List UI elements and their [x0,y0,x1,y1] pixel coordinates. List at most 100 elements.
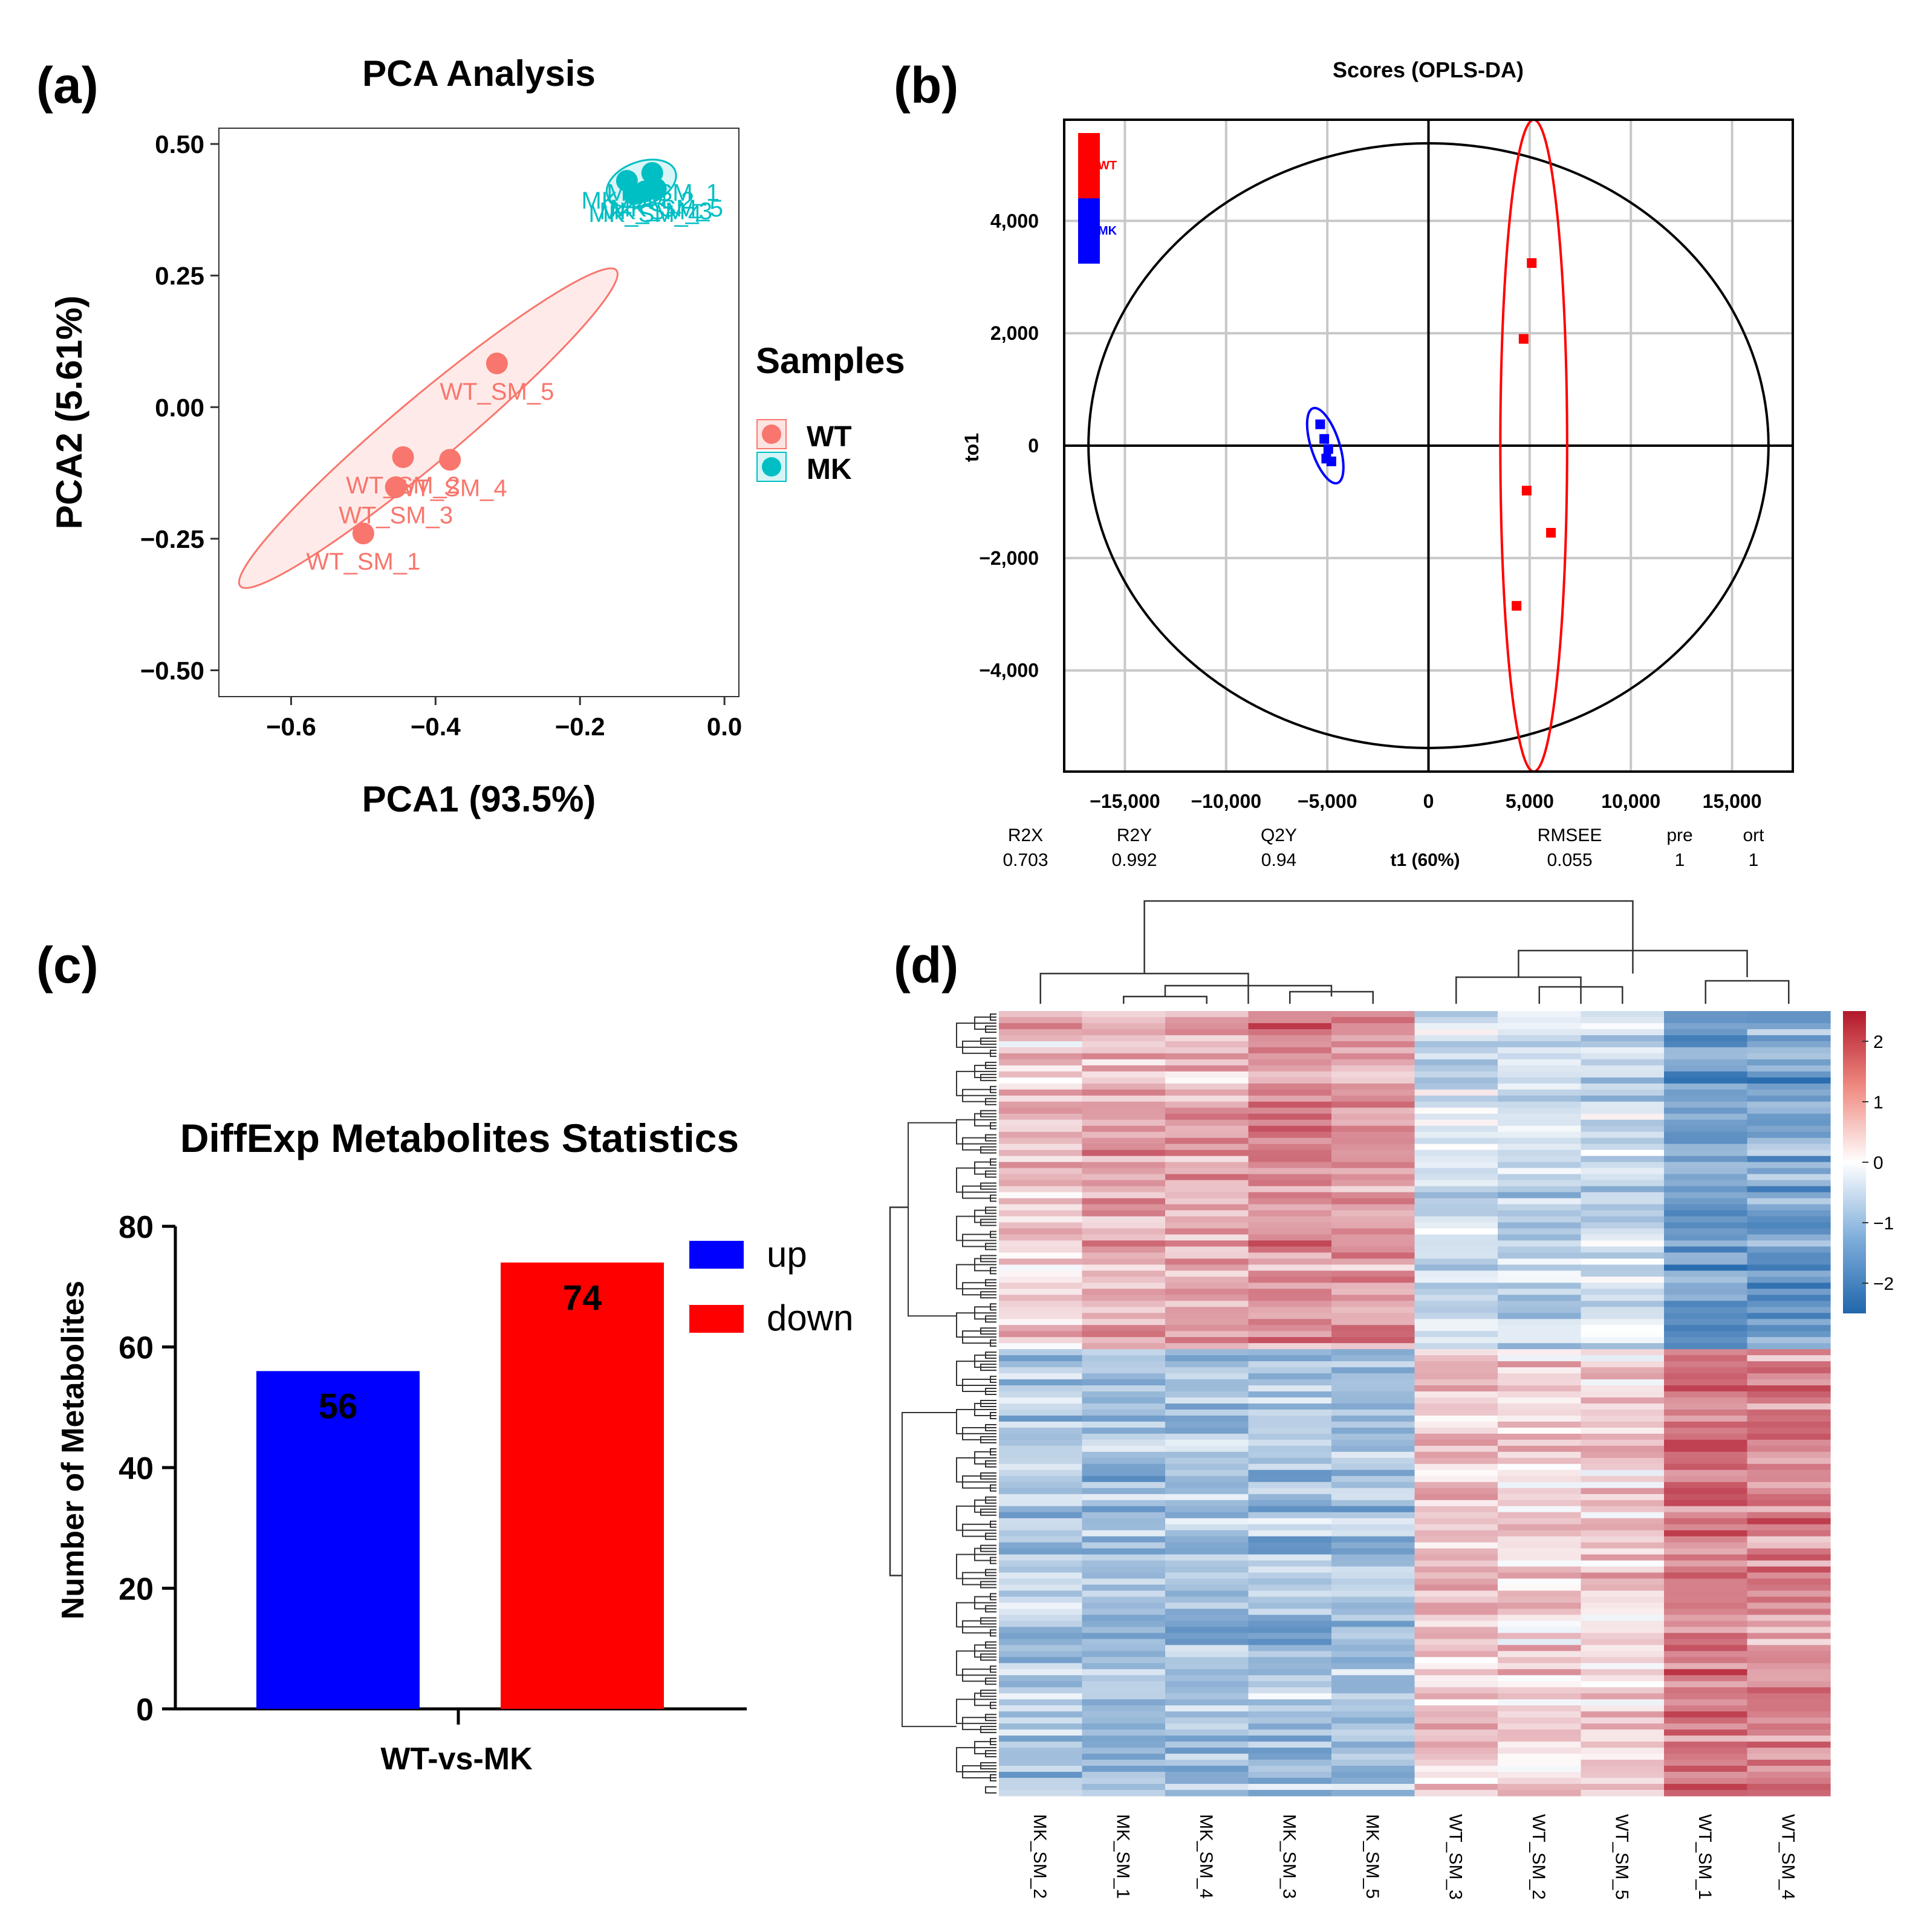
heatmap-cell [999,1361,1083,1368]
heatmap-cell [1165,1530,1249,1537]
heatmap-cell [1414,1790,1498,1797]
heatmap-cell [1165,1180,1249,1187]
heatmap-cell [1082,1457,1166,1465]
heatmap-cell [1248,1071,1332,1078]
heatmap-cell [1082,1687,1166,1694]
heatmap-column-label: WT_SM_2 [1529,1814,1549,1900]
heatmap-cell [1414,1228,1498,1235]
heatmap-cell [1581,1228,1665,1235]
heatmap-cell [999,1174,1083,1181]
heatmap-cell [1082,1415,1166,1422]
heatmap-cell [1581,1204,1665,1211]
heatmap-cell [1331,1536,1415,1543]
heatmap-cell [1331,1095,1415,1102]
heatmap-cell [1248,1711,1332,1718]
heatmap-cell [1248,1349,1332,1356]
heatmap-cell [1581,1748,1665,1754]
heatmap-cell [1747,1415,1831,1422]
heatmap-cell [1082,1156,1166,1163]
heatmap-cell [1664,1415,1748,1422]
stat-label-rmsee: RMSEE [1538,825,1602,845]
heatmap-cell [999,1590,1083,1598]
heatmap-cell [1331,1754,1415,1760]
heatmap-cell [1331,1663,1415,1670]
heatmap-cell [1082,1101,1166,1108]
heatmap-cell [1331,1053,1415,1060]
heatmap-cell [1082,1234,1166,1241]
pca-point-label: WT_SM_2 [346,472,460,499]
heatmap-cell [1498,1150,1582,1157]
heatmap-cell [1581,1174,1665,1181]
heatmap-cell [1664,1053,1748,1060]
heatmap-cell [1414,1560,1498,1567]
heatmap-cell [1664,1554,1748,1561]
heatmap-cell [1414,1391,1498,1398]
heatmap-cell [1664,1289,1748,1295]
heatmap-cell [1414,1590,1498,1598]
heatmap-cell [1664,1506,1748,1513]
heatmap-cell [1082,1264,1166,1271]
heatmap-cell [1082,1011,1166,1018]
heatmap-cell [1581,1729,1665,1736]
heatmap-cell [1165,1373,1249,1380]
heatmap-cell [1331,1518,1415,1525]
heatmap-cell [1082,1246,1166,1253]
heatmap-cell [1747,1349,1831,1356]
heatmap-cell [1414,1053,1498,1060]
panel-label-d: (d) [894,937,958,994]
heatmap-cell [1248,1216,1332,1223]
heatmap-cell [1165,1754,1249,1760]
heatmap-cell [1498,1095,1582,1102]
heatmap-cell [1082,1107,1166,1114]
heatmap-cell [1248,1204,1332,1211]
heatmap-cell [1082,1433,1166,1440]
heatmap-column-label: MK_SM_5 [1362,1814,1382,1899]
heatmap-cell [1664,1011,1748,1018]
heatmap-cell [1664,1071,1748,1078]
heatmap-cell [1498,1119,1582,1127]
heatmap-cell [1414,1174,1498,1181]
heatmap-cell [1498,1264,1582,1271]
heatmap-cell [1414,1754,1498,1760]
heatmap-cell [1082,1742,1166,1748]
heatmap-cell [1165,1277,1249,1283]
heatmap-cell [999,1560,1083,1567]
heatmap-cell [1248,1560,1332,1567]
heatmap-cell [1248,1451,1332,1459]
heatmap-color-scale [1843,1011,1866,1313]
heatmap-cell [999,1373,1083,1380]
heatmap-cell [1165,1512,1249,1519]
heatmap-cell [1581,1367,1665,1374]
heatmap-cell [1331,1029,1415,1036]
heatmap-cell [1498,1301,1582,1307]
heatmap-cell [1498,1457,1582,1465]
heatmap-cell [1414,1469,1498,1477]
heatmap-cell [1414,1065,1498,1072]
stat-label-q2y: Q2Y [1261,825,1297,845]
heatmap-cell [1248,1113,1332,1120]
heatmap-cell [1331,1397,1415,1404]
row-dendrogram-branch [956,1699,996,1725]
heatmap-cell [1331,1337,1415,1344]
heatmap-cell [1331,1717,1415,1724]
heatmap-cell [1165,1192,1249,1199]
pca-legend-item-mk: MK [756,452,852,486]
heatmap-cell [1581,1693,1665,1700]
oplsda-point [1512,600,1522,611]
heatmap-cell [1414,1463,1498,1471]
heatmap-cell [1747,1542,1831,1549]
heatmap-cell [1581,1101,1665,1108]
heatmap-cell [1664,1675,1748,1682]
heatmap-cell [1082,1723,1166,1730]
heatmap-cell [1498,1035,1582,1042]
heatmap-cell [1664,1035,1748,1042]
heatmap-cell [1414,1475,1498,1483]
heatmap-cell [1082,1675,1166,1682]
heatmap-cell [1248,1518,1332,1525]
heatmap-cell [1082,1475,1166,1483]
oplsda-x-tick-label: −10,000 [1191,790,1261,812]
heatmap-cell [1082,1168,1166,1175]
heatmap-cell [1581,1089,1665,1096]
heatmap-cell [1664,1156,1748,1163]
heatmap-cell [1331,1301,1415,1307]
